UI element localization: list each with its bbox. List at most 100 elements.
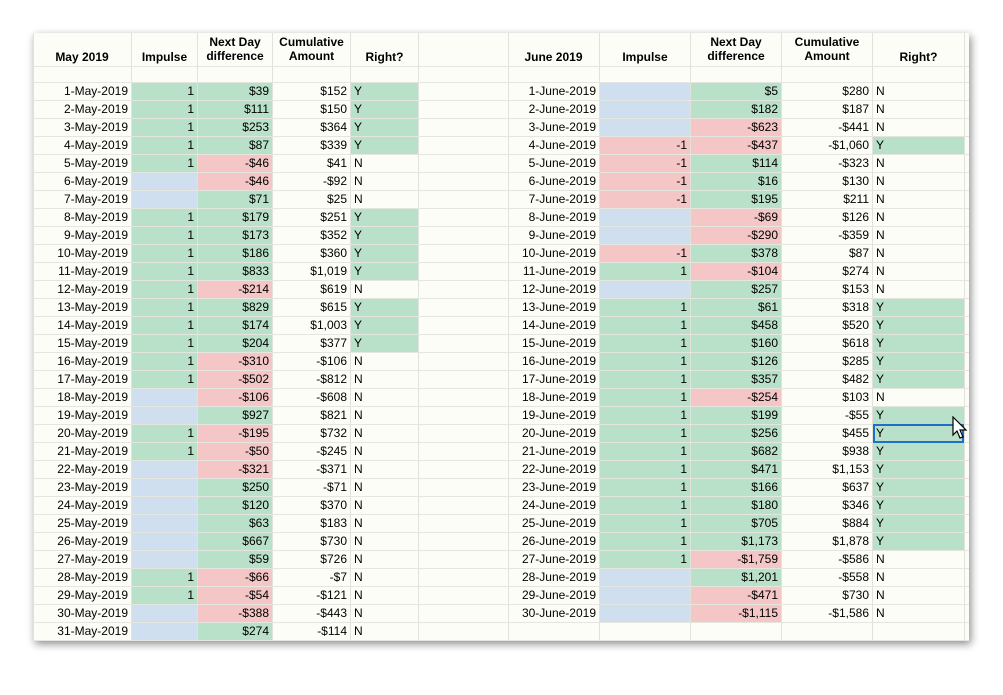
may-cell-right[interactable]: N — [354, 390, 363, 404]
may-cell-nextday[interactable]: $274 — [198, 623, 272, 640]
june-cell-nextday[interactable]: -$471 — [691, 587, 781, 604]
june-cell-nextday[interactable]: -$104 — [691, 263, 781, 280]
may-cell-cumulative[interactable]: -$245 — [316, 444, 347, 458]
june-cell-date[interactable]: 29-June-2019 — [521, 588, 596, 602]
june-cell-impulse[interactable]: 1 — [600, 443, 690, 460]
june-cell-nextday[interactable]: $166 — [691, 479, 781, 496]
may-cell-nextday[interactable]: $173 — [198, 227, 272, 244]
june-cell-cumulative[interactable]: $482 — [842, 372, 869, 386]
june-cell-nextday[interactable]: $160 — [691, 335, 781, 352]
june-cell-date[interactable]: 24-June-2019 — [521, 498, 596, 512]
may-cell-right[interactable]: N — [354, 570, 363, 584]
may-cell-right[interactable]: Y — [351, 83, 418, 100]
june-cell-right[interactable]: N — [876, 606, 885, 620]
may-header-date[interactable]: May 2019 — [55, 50, 109, 64]
june-cell-impulse[interactable]: 1 — [600, 515, 690, 532]
june-cell-cumulative[interactable]: $884 — [842, 516, 869, 530]
may-cell-cumulative[interactable]: -$92 — [322, 174, 347, 188]
may-cell-date[interactable]: 4-May-2019 — [63, 138, 128, 152]
june-cell-date[interactable]: 9-June-2019 — [528, 228, 596, 242]
may-cell-cumulative[interactable]: $251 — [320, 210, 347, 224]
may-cell-impulse[interactable]: 1 — [132, 83, 197, 100]
may-cell-right[interactable]: N — [354, 516, 363, 530]
june-header-nextday[interactable]: Next Day difference — [707, 35, 765, 63]
may-cell-date[interactable]: 2-May-2019 — [63, 102, 128, 116]
may-cell-right[interactable]: N — [354, 372, 363, 386]
june-cell-impulse[interactable]: -1 — [600, 173, 690, 190]
june-cell-right[interactable]: Y — [873, 425, 964, 442]
may-cell-impulse[interactable] — [132, 173, 197, 190]
may-cell-right[interactable]: Y — [351, 245, 418, 262]
may-cell-cumulative[interactable]: $339 — [320, 138, 347, 152]
may-cell-impulse[interactable] — [132, 389, 197, 406]
may-cell-cumulative[interactable]: $352 — [320, 228, 347, 242]
may-cell-impulse[interactable]: 1 — [132, 245, 197, 262]
june-cell-date[interactable]: 20-June-2019 — [521, 426, 596, 440]
june-cell-cumulative[interactable]: $87 — [848, 246, 869, 260]
may-cell-cumulative[interactable]: $150 — [320, 102, 347, 116]
june-cell-impulse[interactable] — [600, 119, 690, 136]
may-cell-date[interactable]: 21-May-2019 — [57, 444, 128, 458]
may-cell-nextday[interactable]: $120 — [198, 497, 272, 514]
june-cell-impulse[interactable]: 1 — [600, 263, 690, 280]
may-cell-cumulative[interactable]: -$812 — [316, 372, 347, 386]
june-cell-nextday[interactable]: $378 — [691, 245, 781, 262]
june-cell-nextday[interactable]: $180 — [691, 497, 781, 514]
june-cell-right[interactable]: Y — [873, 407, 964, 424]
may-cell-cumulative[interactable]: -$608 — [316, 390, 347, 404]
june-cell-impulse[interactable]: -1 — [600, 245, 690, 262]
june-cell-date[interactable]: 28-June-2019 — [521, 570, 596, 584]
may-header-cumulative[interactable]: Cumulative Amount — [279, 35, 344, 63]
may-cell-nextday[interactable]: -$46 — [198, 173, 272, 190]
may-cell-date[interactable]: 11-May-2019 — [58, 264, 128, 278]
june-cell-impulse[interactable]: 1 — [600, 497, 690, 514]
june-cell-right[interactable]: N — [876, 84, 885, 98]
may-cell-cumulative[interactable]: -$121 — [316, 588, 347, 602]
june-cell-date[interactable]: 25-June-2019 — [521, 516, 596, 530]
may-cell-cumulative[interactable]: $1,003 — [310, 318, 347, 332]
may-cell-right[interactable]: N — [354, 354, 363, 368]
june-cell-impulse[interactable]: 1 — [600, 551, 690, 568]
june-cell-cumulative[interactable]: $126 — [842, 210, 869, 224]
may-cell-nextday[interactable]: -$388 — [198, 605, 272, 622]
may-cell-nextday[interactable]: $667 — [198, 533, 272, 550]
june-cell-nextday[interactable]: $182 — [691, 101, 781, 118]
may-cell-nextday[interactable]: $253 — [198, 119, 272, 136]
june-cell-nextday[interactable]: -$290 — [691, 227, 781, 244]
june-cell-cumulative[interactable]: $455 — [842, 426, 869, 440]
june-cell-cumulative[interactable]: -$441 — [838, 120, 869, 134]
may-cell-right[interactable]: N — [354, 282, 363, 296]
may-cell-date[interactable]: 30-May-2019 — [57, 606, 128, 620]
may-cell-nextday[interactable]: $186 — [198, 245, 272, 262]
june-cell-right[interactable]: Y — [873, 443, 964, 460]
june-cell-right[interactable]: N — [876, 588, 885, 602]
june-cell-impulse[interactable]: 1 — [600, 299, 690, 316]
june-cell-right[interactable]: N — [876, 102, 885, 116]
june-cell-date[interactable]: 18-June-2019 — [521, 390, 596, 404]
may-cell-nextday[interactable]: $927 — [198, 407, 272, 424]
june-cell-nextday[interactable]: $195 — [691, 191, 781, 208]
june-cell-cumulative[interactable]: $130 — [842, 174, 869, 188]
june-cell-nextday[interactable]: -$69 — [691, 209, 781, 226]
may-cell-cumulative[interactable]: $360 — [320, 246, 347, 260]
june-cell-right[interactable]: N — [876, 282, 885, 296]
june-cell-impulse[interactable]: 1 — [600, 317, 690, 334]
may-cell-right[interactable]: Y — [351, 335, 418, 352]
june-cell-cumulative[interactable]: -$586 — [838, 552, 869, 566]
june-header-date[interactable]: June 2019 — [524, 50, 583, 64]
june-cell-nextday[interactable]: $126 — [691, 353, 781, 370]
june-cell-right[interactable]: Y — [873, 533, 964, 550]
may-cell-impulse[interactable]: 1 — [132, 335, 197, 352]
june-cell-impulse[interactable] — [600, 227, 690, 244]
may-cell-cumulative[interactable]: $615 — [320, 300, 347, 314]
may-cell-cumulative[interactable]: $152 — [320, 84, 347, 98]
may-cell-impulse[interactable] — [132, 497, 197, 514]
june-cell-impulse[interactable]: 1 — [600, 533, 690, 550]
june-cell-date[interactable]: 7-June-2019 — [528, 192, 596, 206]
may-cell-cumulative[interactable]: $1,019 — [310, 264, 347, 278]
may-cell-right[interactable]: Y — [351, 263, 418, 280]
june-cell-right[interactable]: Y — [873, 371, 964, 388]
june-cell-impulse[interactable]: 1 — [600, 425, 690, 442]
june-cell-date[interactable]: 21-June-2019 — [521, 444, 596, 458]
june-cell-nextday[interactable]: $114 — [691, 155, 781, 172]
